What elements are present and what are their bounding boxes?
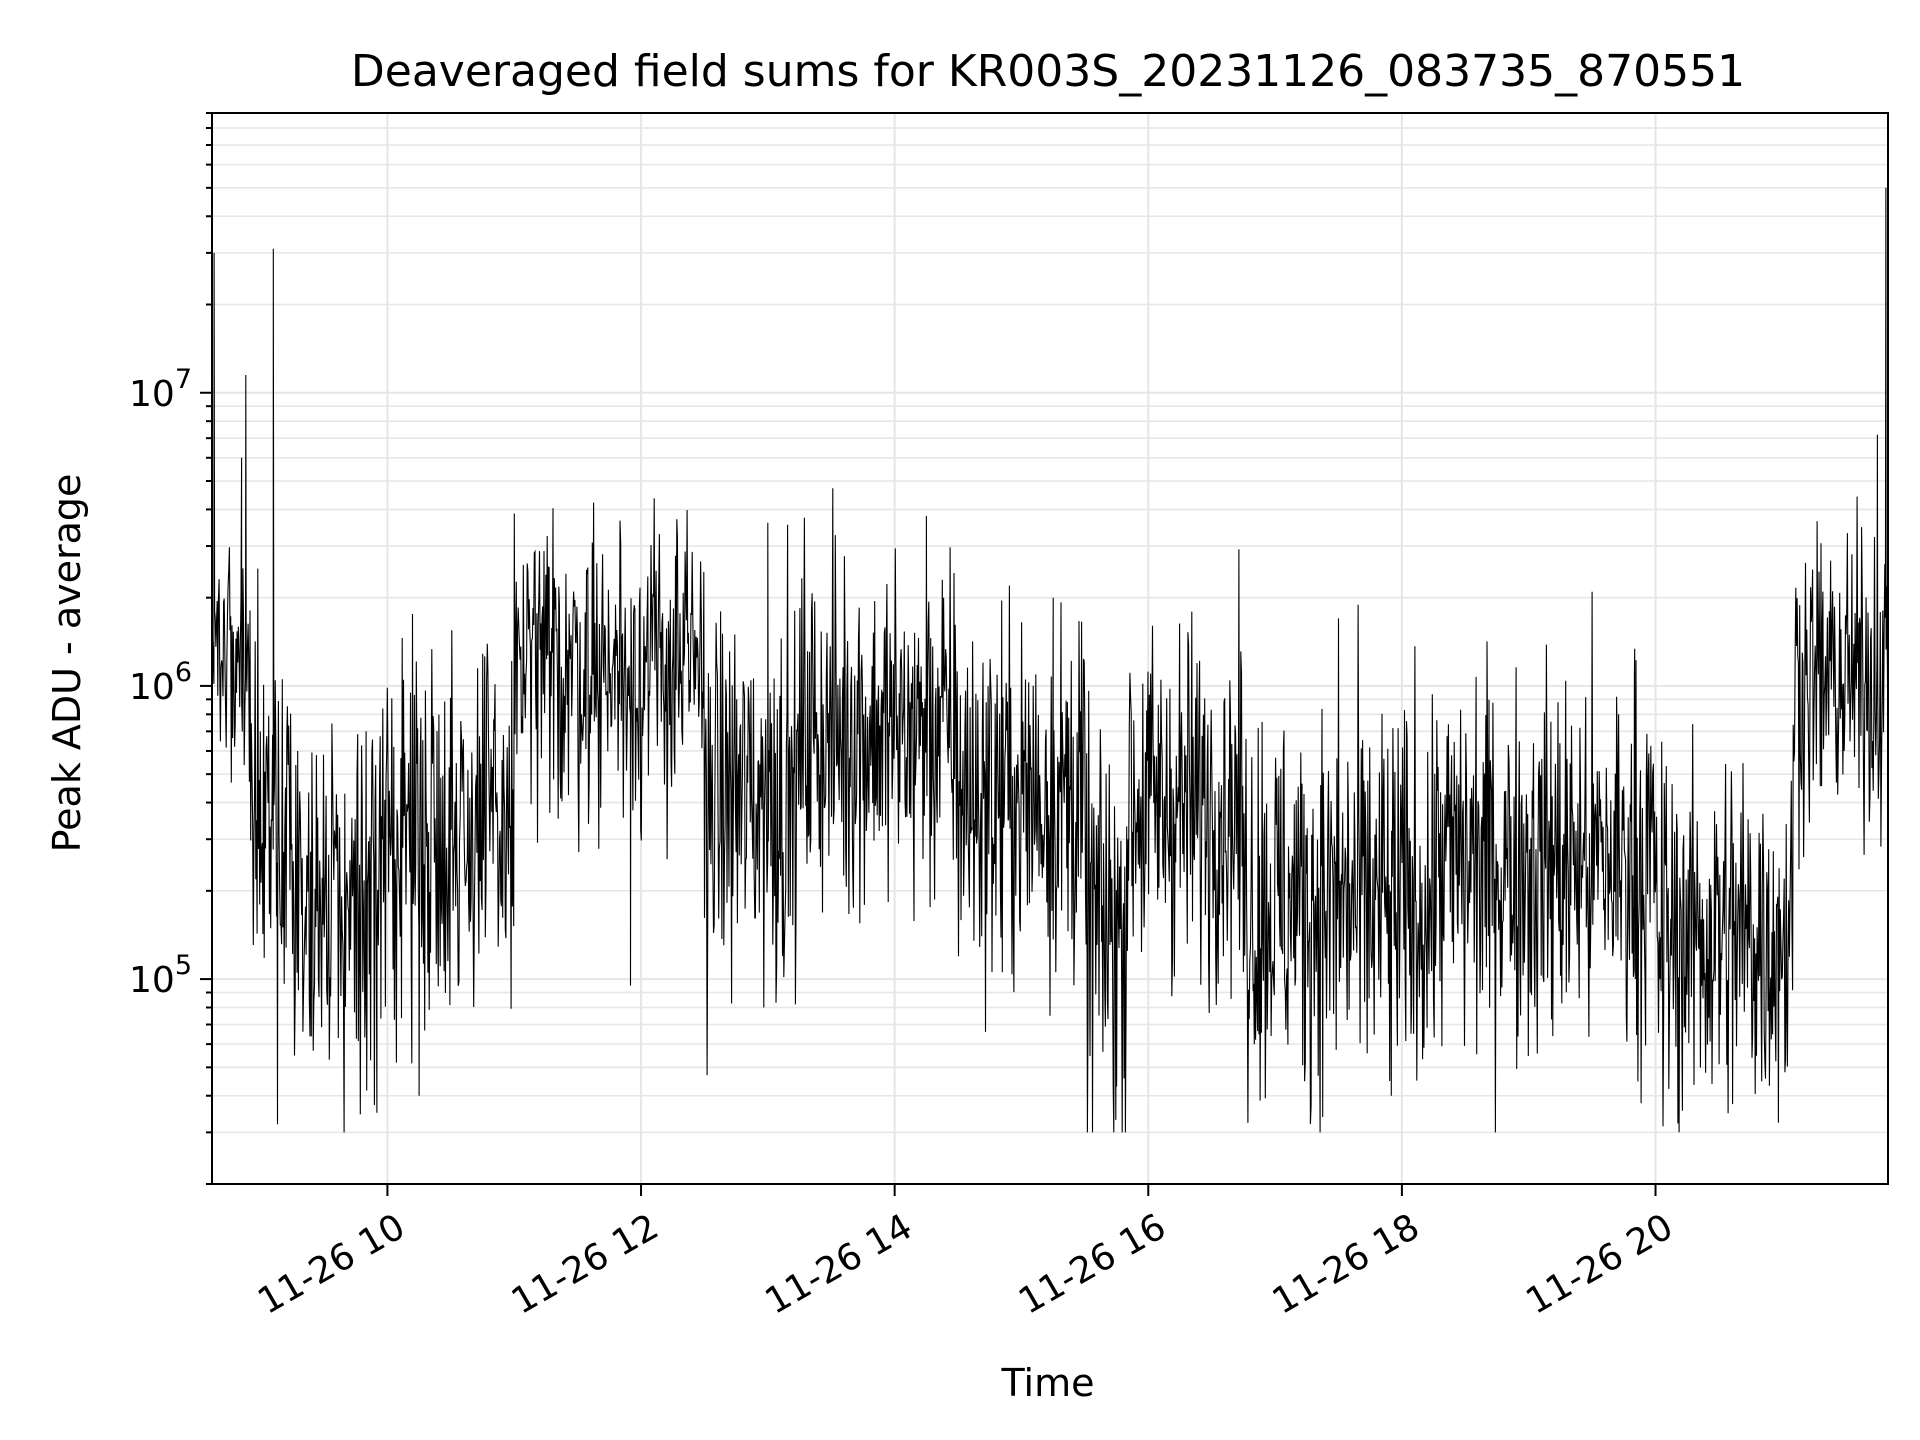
series-line-deaveraged-sums <box>211 187 1889 1133</box>
y-axis-ticks: 105 106 107 <box>129 112 212 1185</box>
y-tick-label: 107 <box>129 364 192 415</box>
axes-frame <box>211 112 1889 1185</box>
chart-title: Deaveraged field sums for KR003S_2023112… <box>351 46 1745 97</box>
plot-area <box>211 187 1889 1133</box>
y-tick-label: 105 <box>129 950 192 1001</box>
y-axis-label: Peak ADU - average <box>45 474 89 853</box>
y-tick-label: 106 <box>129 657 192 708</box>
x-axis-label: Time <box>1001 1361 1095 1405</box>
